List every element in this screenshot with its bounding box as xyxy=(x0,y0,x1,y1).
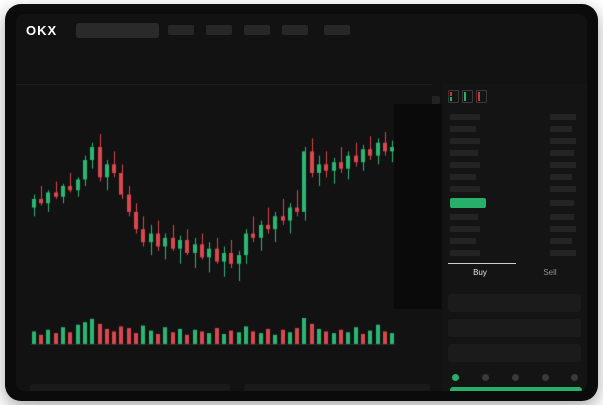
chart-overlay-shadow xyxy=(394,104,442,309)
nav-item-1[interactable] xyxy=(168,25,194,35)
chart-toolbar: ⬚ ↗ ⌒ ∿ ╱ ✎ ○ ⊙ ⧉ ⌗ xyxy=(16,84,432,170)
candlestick-canvas xyxy=(16,104,432,314)
orderbook-row[interactable] xyxy=(550,114,576,120)
orderbook-row[interactable] xyxy=(450,114,480,120)
tab-buy[interactable]: Buy xyxy=(473,268,487,277)
nav-item-3[interactable] xyxy=(244,25,270,35)
volume-canvas xyxy=(16,314,432,352)
search-input[interactable] xyxy=(76,23,159,38)
orderbook-row[interactable] xyxy=(450,162,480,168)
okx-logo[interactable]: OKX xyxy=(26,23,58,38)
orderbook-row[interactable] xyxy=(550,186,576,192)
volume-chart xyxy=(16,314,432,352)
bottom-tabs xyxy=(16,359,432,377)
orderbook-row[interactable] xyxy=(450,126,476,132)
orderbook-row[interactable] xyxy=(450,174,476,180)
price-chart[interactable] xyxy=(16,104,432,314)
orderbook-row[interactable] xyxy=(450,226,480,232)
order-book-panel xyxy=(442,84,587,391)
orderbook-row[interactable] xyxy=(450,186,480,192)
orderbook-row[interactable] xyxy=(450,138,480,144)
orderbook-row[interactable] xyxy=(450,150,478,156)
pagination-dot-4[interactable] xyxy=(542,374,549,381)
orderbook-spread-highlight xyxy=(450,198,486,208)
side-tab-underline xyxy=(448,263,516,264)
side-tabs: Buy Sell xyxy=(446,267,583,285)
pagination-dot-5[interactable] xyxy=(571,374,578,381)
device-bezel: OKX Spot Trading ▾ ▾ xyxy=(5,4,598,401)
nav-item-5[interactable] xyxy=(324,25,350,35)
submit-order-button[interactable] xyxy=(450,387,582,391)
pagination-dot-3[interactable] xyxy=(512,374,519,381)
orderbook-row[interactable] xyxy=(450,238,476,244)
orderbook-buy-icon[interactable] xyxy=(462,90,473,103)
orderbook-row[interactable] xyxy=(450,250,480,256)
order-price-input[interactable] xyxy=(448,294,581,312)
nav-item-4[interactable] xyxy=(282,25,308,35)
orderbook-row[interactable] xyxy=(550,214,574,220)
orderbook-row[interactable] xyxy=(550,200,574,206)
market-sub-bar: Spot Trading ▾ ▾ xyxy=(16,46,587,110)
app-screen: OKX Spot Trading ▾ ▾ xyxy=(16,14,587,391)
orderbook-both-icon[interactable] xyxy=(448,90,459,103)
top-navigation-bar: OKX xyxy=(16,14,587,46)
orders-table-placeholder-left xyxy=(30,384,230,391)
orderbook-sell-icon[interactable] xyxy=(476,90,487,103)
order-amount-input[interactable] xyxy=(448,319,581,337)
orderbook-row[interactable] xyxy=(550,250,576,256)
orderbook-row[interactable] xyxy=(550,126,572,132)
orderbook-row[interactable] xyxy=(550,174,572,180)
orders-table-placeholder-right xyxy=(244,384,430,391)
pagination-dot-2[interactable] xyxy=(482,374,489,381)
orderbook-row[interactable] xyxy=(550,138,576,144)
nav-item-2[interactable] xyxy=(206,25,232,35)
pagination-dot-1[interactable] xyxy=(452,374,459,381)
tab-sell[interactable]: Sell xyxy=(543,268,557,277)
orderbook-row[interactable] xyxy=(550,238,572,244)
orderbook-row[interactable] xyxy=(450,214,478,220)
orderbook-view-icons[interactable] xyxy=(448,90,508,103)
pagination-dots xyxy=(452,374,578,382)
orderbook-row[interactable] xyxy=(550,150,574,156)
orderbook-row[interactable] xyxy=(550,162,576,168)
orderbook-row[interactable] xyxy=(550,226,576,232)
order-total-input[interactable] xyxy=(448,344,581,362)
